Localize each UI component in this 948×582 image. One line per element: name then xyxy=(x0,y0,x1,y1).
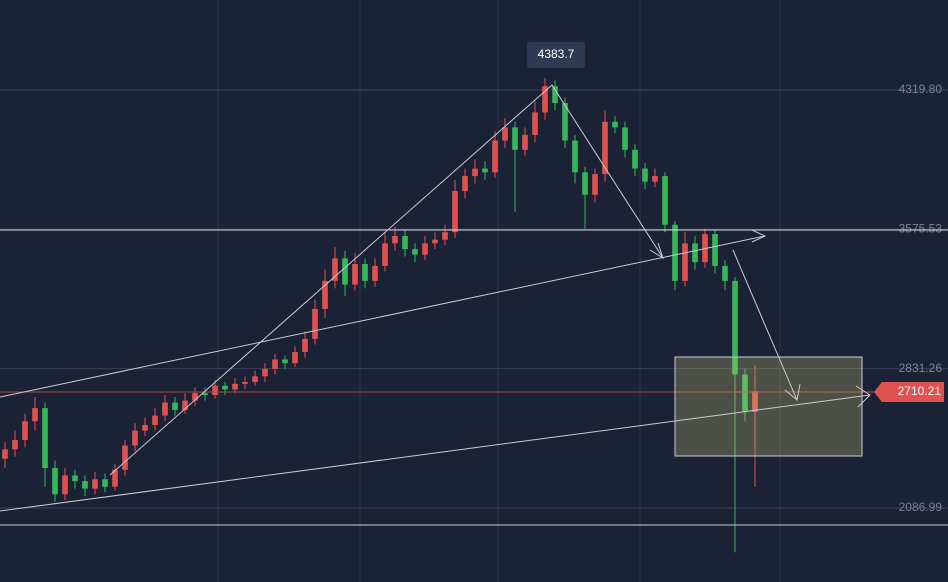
drawings xyxy=(0,84,948,526)
candle-body xyxy=(232,383,238,390)
candle-body xyxy=(152,415,158,425)
candle-body xyxy=(292,351,298,364)
candle-body xyxy=(112,469,118,487)
candle-body xyxy=(62,475,68,495)
candle-body xyxy=(652,176,658,182)
candle-body xyxy=(622,127,628,150)
candle-body xyxy=(242,381,248,384)
candle-body xyxy=(432,239,438,244)
candle-body xyxy=(682,243,688,281)
candle-body xyxy=(742,374,748,412)
candle-body xyxy=(362,264,368,281)
candle-body xyxy=(162,402,168,416)
candle-body xyxy=(212,385,218,396)
candle-body xyxy=(662,176,668,225)
candle-body xyxy=(392,235,398,244)
candle-body xyxy=(512,127,518,150)
candle-body xyxy=(22,421,28,440)
arrow-head xyxy=(751,229,767,243)
candle-body xyxy=(372,265,378,281)
candle-body xyxy=(302,338,308,352)
candle-body xyxy=(542,86,548,113)
candle-body xyxy=(122,445,128,470)
candle-body xyxy=(42,408,48,469)
arrow-head xyxy=(649,242,664,260)
candle-body xyxy=(552,86,558,104)
candle-body xyxy=(402,235,408,250)
candle-body xyxy=(352,264,358,285)
arrow-head xyxy=(855,385,871,408)
candle-body xyxy=(12,439,18,450)
candle-body xyxy=(502,127,508,141)
y-tick-label: 4319.80 xyxy=(899,82,943,96)
candle-body xyxy=(2,449,8,459)
candle-body xyxy=(92,479,98,489)
candle-body xyxy=(142,424,148,431)
wave-line xyxy=(732,249,798,401)
candle-body xyxy=(642,168,648,182)
candle-body xyxy=(582,172,588,195)
candle-body xyxy=(182,400,188,411)
candle-body xyxy=(462,176,468,192)
candle-body xyxy=(482,168,488,173)
peak-label: 4383.7 xyxy=(538,47,575,61)
vertical-grid xyxy=(217,0,781,582)
candle-body xyxy=(612,121,618,128)
candle-body xyxy=(262,368,268,377)
candle-body xyxy=(132,430,138,446)
candle-body xyxy=(102,479,108,487)
peak-tag xyxy=(527,42,585,68)
wave-line xyxy=(109,84,664,476)
candle-body xyxy=(672,224,678,281)
candle-body xyxy=(452,191,458,233)
candle-body xyxy=(412,249,418,255)
candle-body xyxy=(272,359,278,369)
candle-body xyxy=(692,243,698,263)
candle-body xyxy=(602,121,608,175)
candle-body xyxy=(572,140,578,173)
candle-body xyxy=(202,393,208,396)
candle-body xyxy=(192,393,198,401)
candle-body xyxy=(712,234,718,266)
zone-box xyxy=(674,356,863,457)
candle-body xyxy=(472,168,478,177)
trend-line xyxy=(0,235,766,398)
candle-body xyxy=(702,234,708,263)
candle-body xyxy=(562,103,568,141)
candle-body xyxy=(312,308,318,339)
y-tick-label: 2086.99 xyxy=(899,500,943,514)
y-tick-label: 2831.26 xyxy=(899,361,943,375)
candle-body xyxy=(752,391,758,412)
candle-body xyxy=(492,140,498,173)
candle-body xyxy=(632,149,638,169)
candle-body xyxy=(32,408,38,422)
candle-body xyxy=(322,280,328,309)
candle-body xyxy=(592,174,598,195)
candle-body xyxy=(522,134,528,150)
candle-body xyxy=(722,265,728,281)
candle-body xyxy=(532,112,538,135)
candle-body xyxy=(342,258,348,285)
current-price-label: 2710.21 xyxy=(898,384,942,398)
trend-line xyxy=(0,394,871,512)
candle-body xyxy=(82,481,88,489)
candle-body xyxy=(52,468,58,495)
candle-body xyxy=(442,232,448,240)
candle-body xyxy=(732,280,738,375)
y-tick-label: 3575.53 xyxy=(899,221,943,235)
candle-body xyxy=(222,385,228,390)
candle-body xyxy=(252,376,258,382)
price-tag xyxy=(874,382,944,402)
arrow-head xyxy=(784,383,801,401)
candle-body xyxy=(282,359,288,364)
candles xyxy=(2,78,758,553)
candle-body xyxy=(332,258,338,281)
candle-body xyxy=(422,243,428,255)
candle-body xyxy=(382,243,388,266)
candle-body xyxy=(72,475,78,482)
candle-body xyxy=(172,402,178,411)
y-grid: 4319.80 3575.53 2831.26 2086.99 xyxy=(0,82,948,514)
